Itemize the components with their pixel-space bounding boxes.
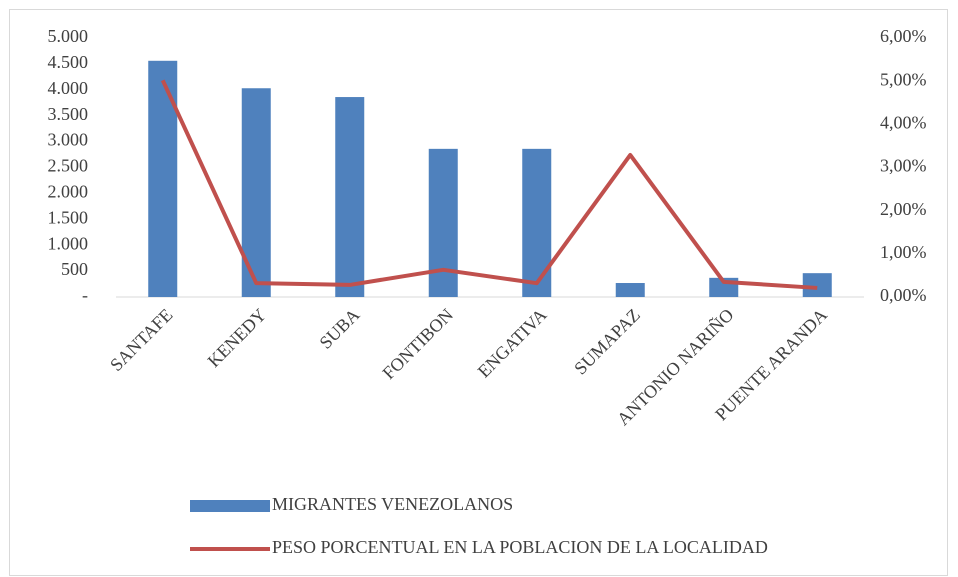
x-tick-label: ENGATIVA xyxy=(474,305,551,382)
bar xyxy=(335,97,365,297)
y2-tick-label: 5,00% xyxy=(880,69,927,89)
bar xyxy=(428,148,458,297)
legend-label: PESO PORCENTUAL EN LA POBLACION DE LA LO… xyxy=(272,537,768,557)
y2-tick-label: 6,00% xyxy=(880,26,927,46)
y-tick-label: 2.000 xyxy=(48,182,89,202)
y-tick-label: 1.500 xyxy=(48,207,89,227)
x-tick-label: FONTIBON xyxy=(378,305,456,383)
bar xyxy=(522,148,552,297)
legend-label: MIGRANTES VENEZOLANOS xyxy=(272,494,513,514)
y-tick-label: - xyxy=(82,285,88,305)
y-tick-label: 2.500 xyxy=(48,156,89,176)
x-tick-label: SANTAFE xyxy=(106,305,176,375)
x-tick-label: SUBA xyxy=(315,305,363,353)
y2-tick-label: 3,00% xyxy=(880,156,927,176)
y-tick-label: 1.000 xyxy=(48,233,89,253)
y-tick-label: 5.000 xyxy=(48,26,89,46)
legend-swatch xyxy=(190,500,270,512)
y2-tick-label: 1,00% xyxy=(880,242,927,262)
y-tick-label: 3.000 xyxy=(48,130,89,150)
y-tick-label: 500 xyxy=(61,259,88,279)
bar xyxy=(148,60,178,298)
y-tick-label: 4.500 xyxy=(48,52,89,72)
y-tick-label: 4.000 xyxy=(48,78,89,98)
chart-frame xyxy=(9,9,948,576)
x-tick-label: KENEDY xyxy=(204,305,270,371)
bar xyxy=(615,283,645,297)
y2-tick-label: 0,00% xyxy=(880,285,927,305)
bar xyxy=(802,273,832,297)
y2-tick-label: 2,00% xyxy=(880,199,927,219)
x-tick-label: SUMAPAZ xyxy=(570,305,644,379)
y-tick-label: 3.500 xyxy=(48,104,89,124)
line xyxy=(160,79,818,290)
y2-tick-label: 4,00% xyxy=(880,112,927,132)
